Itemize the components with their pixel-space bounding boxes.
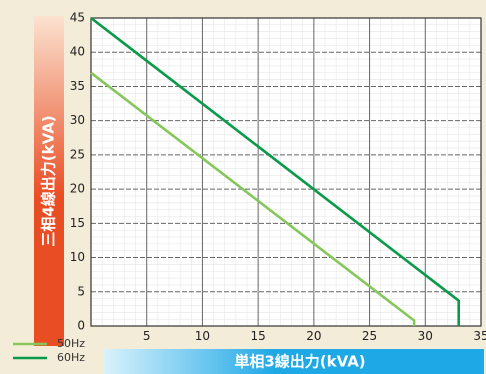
y-tick-label: 25 [70,147,85,161]
x-tick-label: 35 [473,329,486,343]
y-tick-label: 20 [70,182,85,196]
legend-label-60hz: 60Hz [57,351,85,364]
y-tick-label: 45 [70,11,85,25]
y-tick-label: 35 [70,79,85,93]
y-tick-label: 30 [70,113,85,127]
y-tick-label: 5 [77,284,85,298]
y-tick-label: 0 [77,319,85,333]
y-tick-label: 15 [70,216,85,230]
series-line-50hz [90,71,416,326]
x-tick-label: 25 [362,329,377,343]
x-tick-label: 30 [418,329,433,343]
xlabel-band [104,349,484,374]
y-axis-title: 三相4線出力(kVA) [40,115,58,246]
series-line-60hz [90,16,461,326]
x-tick-label: 15 [251,329,266,343]
y-tick-label: 40 [70,45,85,59]
x-tick-label: 5 [143,329,151,343]
ylabel-band [34,16,64,346]
y-tick-label: 10 [70,250,85,264]
x-axis-title: 単相3線出力(kVA) [234,353,365,371]
x-tick-label: 10 [195,329,210,343]
legend-label-50hz: 50Hz [57,337,85,350]
x-tick-label: 20 [306,329,321,343]
plot-frame [90,17,482,327]
